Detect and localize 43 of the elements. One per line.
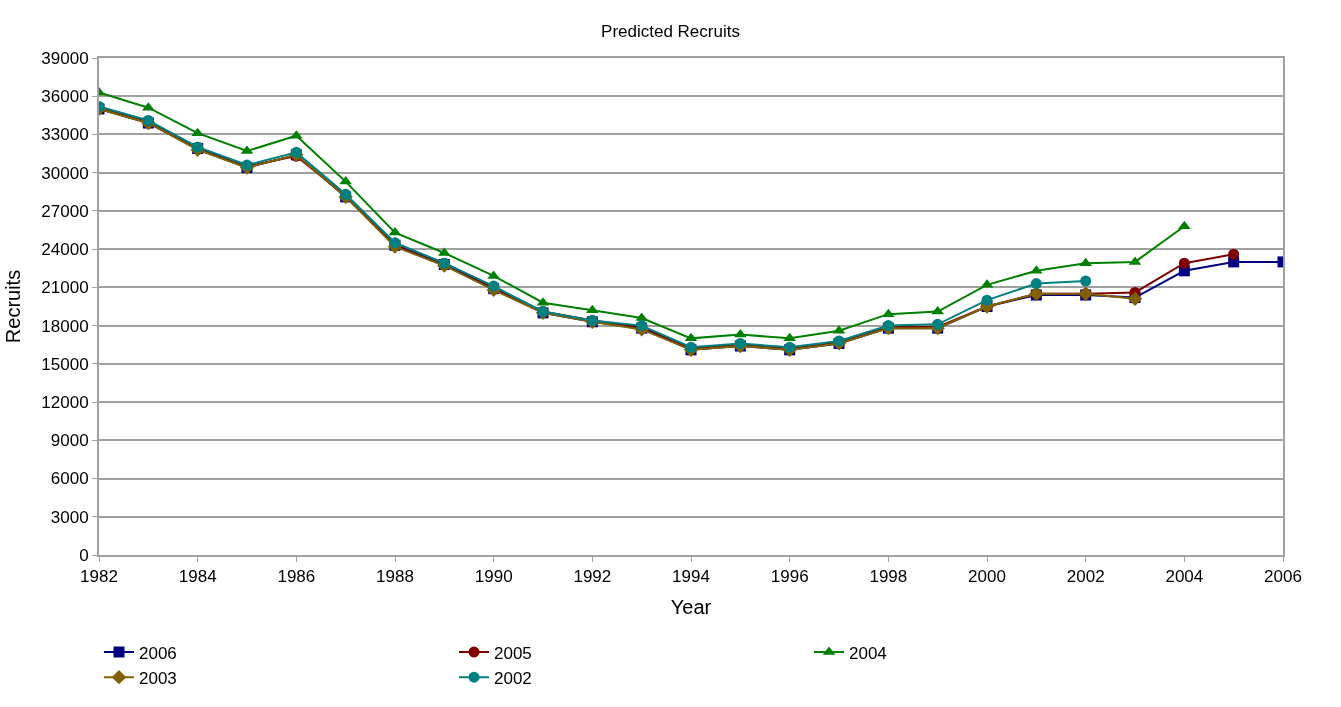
y-tick-label: 6000 — [50, 469, 89, 489]
y-tick-label: 27000 — [41, 201, 89, 221]
x-tick-label: 2002 — [1066, 567, 1105, 587]
chart-title: Predicted Recruits — [601, 21, 740, 41]
point — [1178, 257, 1190, 269]
y-tick-label: 12000 — [41, 393, 89, 413]
x-tick-label: 1992 — [573, 567, 612, 587]
x-tick-label: 2006 — [1264, 567, 1302, 587]
y-axis-title: Recruits — [2, 269, 25, 344]
x-tick-label: 1984 — [178, 567, 217, 587]
legend-label: 2003 — [139, 668, 177, 688]
y-tick-label: 36000 — [41, 87, 89, 107]
y-tick-label: 39000 — [41, 48, 89, 68]
legend-label: 2002 — [494, 668, 532, 688]
x-tick-label: 2004 — [1165, 567, 1204, 587]
legend-label: 2006 — [139, 643, 177, 663]
y-tick-label: 30000 — [41, 163, 89, 183]
x-tick-label: 1998 — [869, 567, 908, 587]
x-axis-title: Year — [670, 596, 712, 619]
point — [783, 332, 797, 342]
y-tick-label: 21000 — [41, 278, 89, 298]
y-tick-label: 0 — [79, 545, 89, 565]
y-tick-label: 15000 — [41, 354, 89, 374]
y-tick-label: 18000 — [41, 316, 89, 336]
point — [1228, 248, 1240, 260]
x-tick-label: 1982 — [80, 567, 118, 587]
point — [684, 332, 698, 342]
x-tick-label: 1990 — [474, 567, 513, 587]
legend-label: 2005 — [494, 643, 532, 663]
x-tick-label: 1986 — [277, 567, 316, 587]
x-tick-label: 1996 — [770, 567, 809, 587]
point — [585, 304, 599, 314]
point — [981, 294, 993, 306]
y-tick-label: 33000 — [41, 125, 89, 145]
y-tick-label: 3000 — [50, 507, 89, 527]
x-tick-label: 1994 — [672, 567, 710, 587]
point — [1080, 275, 1092, 287]
y-tick-label: 9000 — [50, 431, 89, 451]
point — [1030, 278, 1042, 290]
x-tick-label: 1988 — [376, 567, 414, 587]
legend-label: 2004 — [849, 643, 887, 663]
x-tick-label: 2000 — [968, 567, 1006, 587]
y-tick-label: 24000 — [41, 240, 89, 260]
